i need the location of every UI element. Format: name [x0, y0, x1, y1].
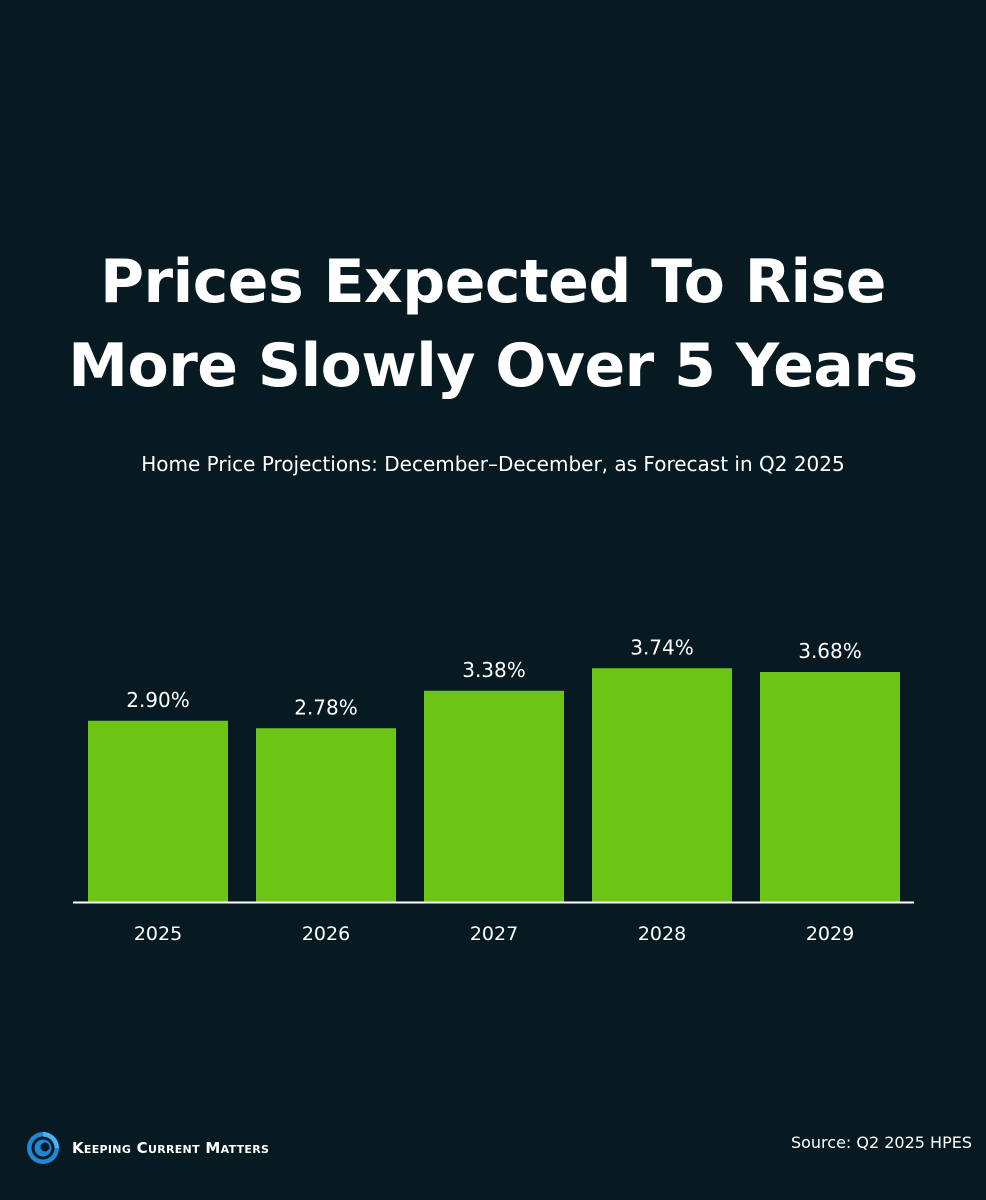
brand-name: Keeping Current Matters	[72, 1139, 270, 1157]
brand-logo: Keeping Current Matters	[26, 1128, 269, 1168]
x-tick-label-2027: 2027	[470, 923, 518, 945]
value-label-2029: 3.68%	[798, 639, 862, 663]
value-label-2025: 2.90%	[126, 688, 190, 712]
x-tick-label-2028: 2028	[638, 923, 686, 945]
bar-2026	[256, 728, 396, 902]
bar-2029	[760, 672, 900, 902]
chart-title: Prices Expected To Rise More Slowly Over…	[0, 240, 986, 408]
value-label-2026: 2.78%	[294, 695, 358, 719]
bar-2028	[592, 668, 732, 902]
chart-title-line-2: More Slowly Over 5 Years	[68, 331, 918, 401]
x-tick-label-2026: 2026	[302, 923, 350, 945]
bar-2027	[424, 690, 564, 902]
chart-subtitle: Home Price Projections: December–Decembe…	[141, 452, 845, 476]
x-tick-label-2029: 2029	[806, 923, 854, 945]
kcm-swirl-logo-icon	[27, 1132, 59, 1164]
chart-title-line-1: Prices Expected To Rise	[100, 247, 886, 317]
value-label-group: 2.90% 2.78% 3.38% 3.74% 3.68%	[126, 635, 862, 719]
value-label-2028: 3.74%	[630, 635, 694, 659]
x-tick-label-2025: 2025	[134, 923, 182, 945]
bar-2025	[88, 720, 228, 902]
bar-chart: 2.90% 2.78%3.38%3.74% 3.68% 2025 2026 2027 20…	[73, 635, 914, 945]
source-note: Source: Q2 2025 HPES	[790, 1133, 972, 1152]
x-tick-label-group: 2025 2026 2027 2028 2029	[134, 923, 854, 945]
bar-group	[88, 668, 900, 902]
value-label-2027: 3.38%	[462, 658, 526, 682]
